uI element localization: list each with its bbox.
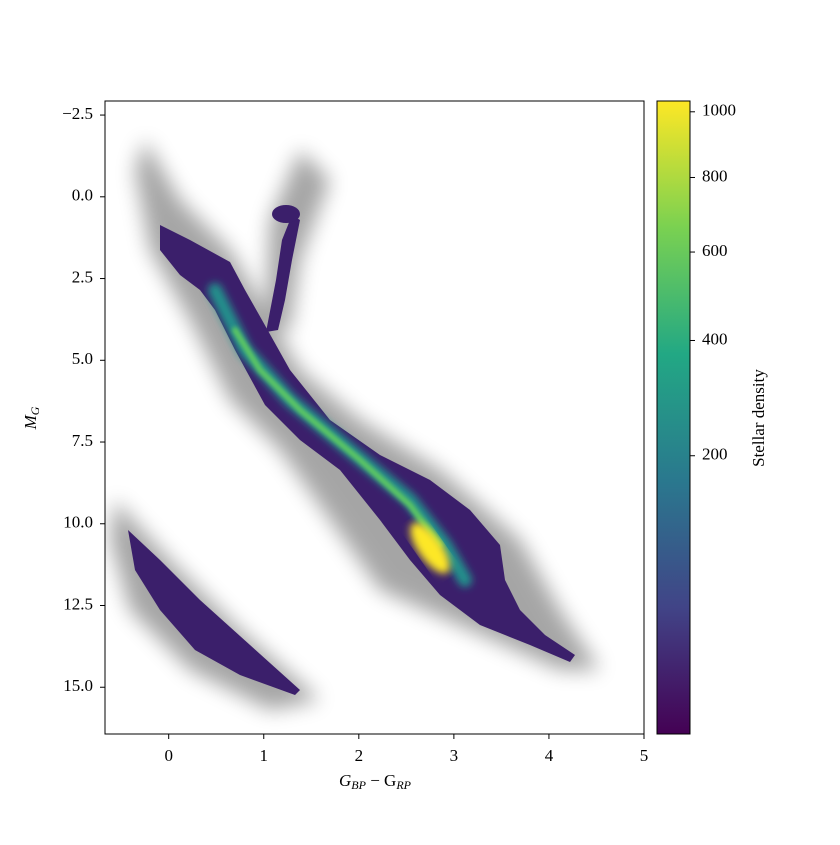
x-tick-label: 2 [355, 746, 364, 765]
y-tick-label: 15.0 [63, 676, 93, 695]
y-axis-label: MG [21, 406, 42, 430]
y-tick-label: 0.0 [72, 186, 93, 205]
colorbar-tick-label: 1000 [702, 101, 736, 120]
x-tick-label: 4 [545, 746, 554, 765]
plot-frame [104, 100, 645, 735]
colorbar-tick-label: 400 [702, 329, 728, 348]
colorbar-label: Stellar density [749, 369, 768, 467]
x-axis-label: GBP − GRP [339, 771, 412, 792]
colorbar-tick-label: 600 [702, 241, 728, 260]
colorbar [656, 100, 691, 735]
y-tick-label: −2.5 [62, 104, 93, 123]
colorbar-tick-label: 800 [702, 166, 728, 185]
x-tick-label: 3 [450, 746, 459, 765]
colorbar-tick-label: 200 [702, 445, 728, 464]
x-tick-label: 0 [164, 746, 173, 765]
x-tick-label: 5 [640, 746, 649, 765]
y-tick-label: 7.5 [72, 431, 93, 450]
y-tick-label: 5.0 [72, 349, 93, 368]
y-tick-label: 10.0 [63, 513, 93, 532]
density-image [110, 140, 600, 710]
y-tick-label: 2.5 [72, 267, 93, 286]
x-tick-label: 1 [260, 746, 269, 765]
y-tick-label: 12.5 [63, 594, 93, 613]
